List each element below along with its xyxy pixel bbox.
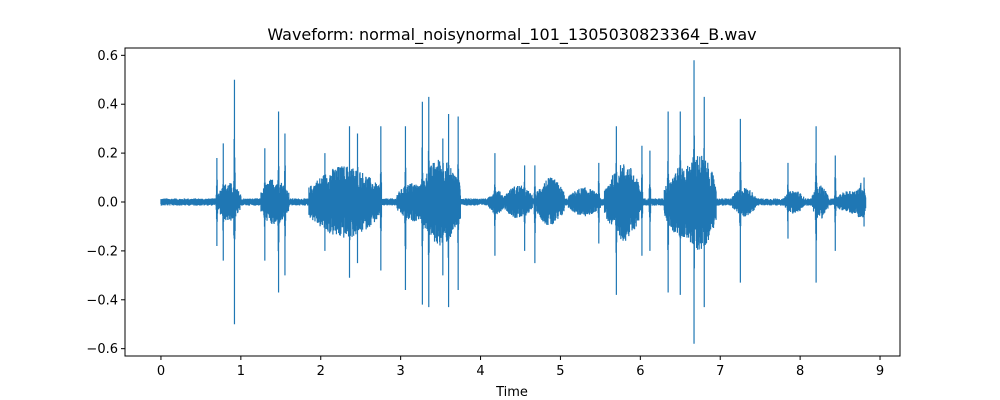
- x-tick-label: 6: [636, 364, 644, 379]
- x-tick-label: 8: [796, 364, 804, 379]
- x-tick-label: 7: [716, 364, 724, 379]
- x-tick-label: 4: [476, 364, 484, 379]
- chart-title: Waveform: normal_noisynormal_101_1305030…: [267, 25, 756, 45]
- y-tick-label: 0.0: [97, 196, 118, 211]
- waveform-line: [160, 60, 867, 344]
- x-tick-label: 2: [317, 364, 325, 379]
- x-tick-label: 3: [397, 364, 405, 379]
- y-tick-label: −0.4: [86, 293, 118, 308]
- y-tick-label: 0.6: [97, 49, 118, 64]
- y-tick-label: −0.2: [86, 244, 118, 259]
- x-axis-label: Time: [495, 385, 528, 400]
- x-tick-label: 9: [876, 364, 884, 379]
- y-axis: −0.6 −0.4 −0.2 0.0 0.2 0.4 0.6: [86, 49, 125, 357]
- y-tick-label: −0.6: [86, 342, 118, 357]
- x-axis: 0 1 2 3 4 5 6 7 8 9: [157, 356, 884, 379]
- y-tick-label: 0.4: [97, 98, 118, 113]
- x-tick-label: 1: [237, 364, 245, 379]
- x-tick-label: 5: [556, 364, 564, 379]
- waveform-series: [160, 60, 867, 344]
- y-tick-label: 0.2: [97, 147, 118, 162]
- x-tick-label: 0: [157, 364, 165, 379]
